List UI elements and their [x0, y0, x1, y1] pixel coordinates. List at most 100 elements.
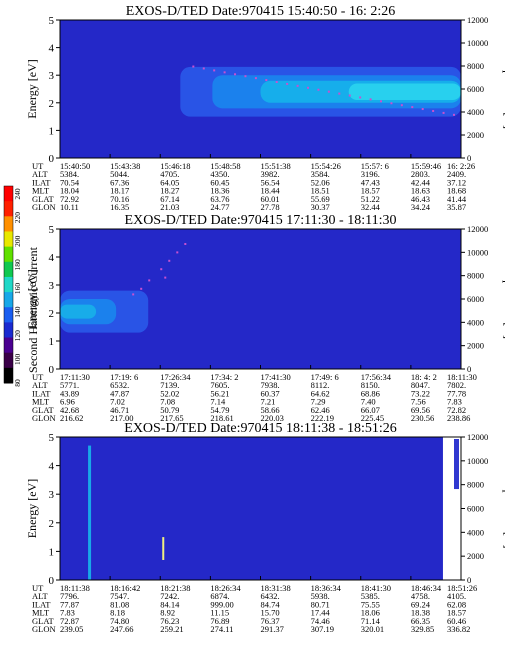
ephemeris-value: 60.45	[210, 177, 229, 187]
panel-title: EXOS-D/TED Date:970415 17:11:30 - 18:11:…	[125, 213, 397, 228]
ephemeris-value: 60.37	[261, 388, 280, 398]
ephemeris-value: 15.70	[261, 608, 280, 618]
ephemeris-value: 70.54	[60, 177, 80, 187]
temperature-point	[275, 80, 278, 83]
y-tick-label: 0	[49, 575, 55, 587]
ephemeris-value: 18.57	[447, 608, 466, 618]
ephemeris-value: 18.04	[60, 186, 80, 196]
ephemeris-value: 52.02	[160, 388, 179, 398]
ephemeris-value: 217.00	[110, 413, 133, 423]
ephemeris-value: 17:41:30	[261, 372, 291, 382]
temperature-point	[202, 67, 205, 70]
ephemeris-value: 32.44	[361, 202, 381, 212]
ephemeris-value: 2803.	[411, 169, 430, 179]
ephemeris-value: 62.46	[311, 405, 330, 415]
y2-tick-label: 0	[467, 153, 471, 163]
colorbar-tick-label: 100	[13, 354, 22, 366]
temperature-point	[317, 88, 320, 91]
temperature-point	[359, 96, 362, 99]
temperature-point	[132, 293, 135, 296]
ephemeris-value: 6532.	[110, 380, 129, 390]
y-axis-label: Energy [eV]	[25, 479, 39, 538]
ephemeris-value: 54.79	[210, 405, 229, 415]
ephemeris-row-label: GLAT	[32, 405, 55, 415]
ephemeris-value: 7.02	[110, 397, 125, 407]
ephemeris-value: 15:59:46	[411, 161, 441, 171]
y-tick-label: 5	[49, 224, 55, 236]
ephemeris-value: 7.40	[361, 397, 376, 407]
temperature-point	[338, 92, 341, 95]
ephemeris-value: 18: 4: 2	[411, 372, 437, 382]
ephemeris-row-label: UT	[32, 583, 44, 593]
ephemeris-value: 5044.	[110, 169, 129, 179]
ephemeris-row-label: UT	[32, 372, 44, 382]
ephemeris-value: 46.71	[110, 405, 129, 415]
colorbar-segment	[4, 352, 13, 369]
temperature-point	[369, 98, 372, 101]
ephemeris-value: 76.23	[160, 616, 179, 626]
ephemeris-value: 75.55	[361, 599, 380, 609]
colorbar-segment	[4, 186, 13, 202]
y2-tick-label: 4000	[467, 317, 484, 327]
colorbar-tick-label: 160	[13, 283, 22, 295]
temperature-point	[379, 100, 382, 103]
ephemeris-value: 7802.	[447, 380, 466, 390]
ephemeris-value: 30.37	[311, 202, 330, 212]
temperature-point	[184, 243, 187, 245]
ephemeris-value: 18:31:38	[261, 583, 291, 593]
ephemeris-value: 18.27	[160, 186, 179, 196]
ephemeris-value: 72.87	[60, 616, 79, 626]
temperature-point	[432, 109, 435, 112]
colorbar-segment	[4, 337, 13, 354]
ephemeris-value: 41.44	[447, 194, 467, 204]
ephemeris-value: 5771.	[60, 380, 79, 390]
y2-tick-label: 8000	[467, 271, 484, 281]
ephemeris-value: 72.92	[60, 194, 79, 204]
ephemeris-value: 7.83	[60, 608, 75, 618]
ephemeris-value: 230.56	[411, 413, 434, 423]
ephemeris-value: 8112.	[311, 380, 330, 390]
ephemeris-value: 18:16:42	[110, 583, 140, 593]
temperature-point	[254, 77, 257, 80]
y-tick-label: 2	[49, 98, 55, 110]
temperature-point	[176, 251, 179, 254]
ephemeris-value: 56.54	[261, 177, 281, 187]
y2-tick-label: 12000	[467, 432, 488, 442]
colorbar-tick-label: 180	[13, 259, 22, 271]
temperature-point	[192, 65, 195, 68]
ephemeris-value: 18.36	[210, 186, 229, 196]
spectrogram-background	[60, 437, 461, 580]
ephemeris-value: 222.19	[311, 413, 334, 423]
ephemeris-value: 18:11:38	[60, 583, 90, 593]
ephemeris-value: 52.06	[311, 177, 330, 187]
ephemeris-value: 17:56:34	[361, 372, 392, 382]
ephemeris-value: 7139.	[160, 380, 179, 390]
temperature-point	[148, 279, 151, 282]
ephemeris-value: 34.24	[411, 202, 431, 212]
y-tick-label: 0	[49, 153, 55, 165]
colorbar-tick-label: 200	[13, 235, 22, 247]
y2-tick-label: 2000	[467, 341, 484, 351]
y2-tick-label: 4000	[467, 527, 484, 537]
ephemeris-value: 15:54:26	[311, 161, 341, 171]
ephemeris-value: 17.44	[311, 608, 331, 618]
colorbar-tick-label: 120	[13, 330, 22, 342]
y2-tick-label: 10000	[467, 38, 488, 48]
ephemeris-value: 8047.	[411, 380, 430, 390]
y2-tick-label: 6000	[467, 84, 484, 94]
ephemeris-value: 21.03	[160, 202, 179, 212]
colorbar-segment	[4, 246, 13, 263]
ephemeris-value: 4705.	[160, 169, 179, 179]
ephemeris-value: 217.65	[160, 413, 183, 423]
ephemeris-value: 7605.	[210, 380, 229, 390]
ephemeris-value: 66.35	[411, 616, 430, 626]
ephemeris-value: 69.56	[411, 405, 430, 415]
temperature-point	[213, 69, 216, 72]
colorbar-label: Second Harmonic Current	[26, 246, 40, 373]
panel-title: EXOS-D/TED Date:970415 15:40:50 - 16: 2:…	[126, 4, 395, 19]
ephemeris-row-label: ILAT	[32, 177, 51, 187]
ephemeris-row-label: ALT	[32, 591, 49, 601]
ephemeris-value: 70.16	[110, 194, 129, 204]
ephemeris-value: 63.76	[210, 194, 229, 204]
